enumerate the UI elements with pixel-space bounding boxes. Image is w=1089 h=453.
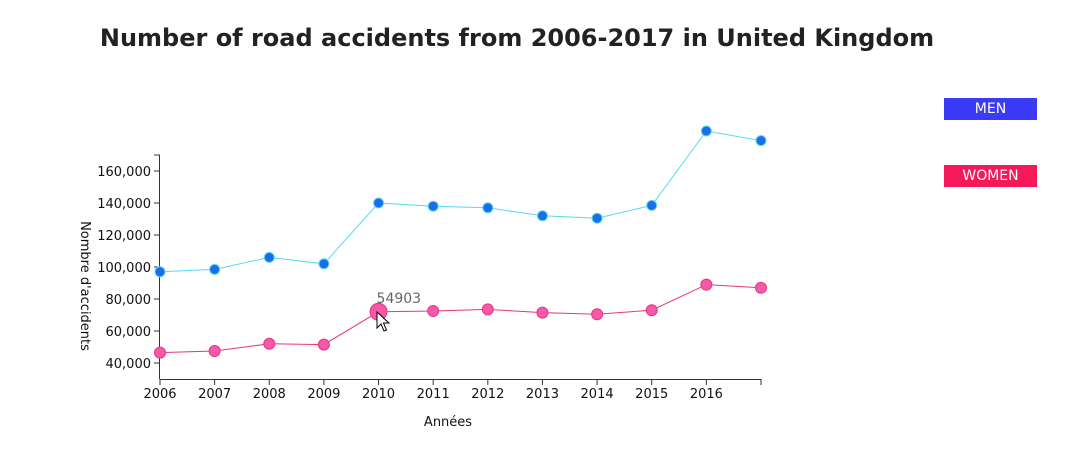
data-point-women (536, 306, 549, 319)
y-tick-label: 80,000 (106, 293, 152, 308)
x-tick-label: 2009 (307, 387, 340, 402)
y-axis-ticks: 40,000 60,000 80,000 100,000 120,000 140,000 1… (97, 154, 160, 372)
data-point-men (536, 210, 548, 222)
x-axis-ticks: 2006 2007 2008 2009 2010 2011 2012 2013 2014 2015… (143, 379, 762, 402)
data-point-women (700, 278, 713, 291)
x-tick-label: 2011 (417, 387, 450, 402)
series-line-women (159, 284, 762, 354)
y-tick-label: 160,000 (97, 165, 151, 180)
data-point-women (591, 308, 604, 321)
data-point-men (209, 263, 221, 275)
data-point-women (481, 303, 494, 316)
mouse-cursor-icon (376, 310, 391, 332)
y-axis-title: Nombre d'accidents (77, 221, 92, 351)
data-point-men (482, 202, 494, 214)
x-tick-label: 2010 (362, 387, 395, 402)
data-point-men (427, 200, 439, 212)
data-point-women (427, 305, 440, 317)
data-point-women (645, 304, 658, 317)
series-line-men (159, 130, 762, 273)
data-point-men (263, 251, 275, 263)
x-tick-label: 2013 (526, 387, 559, 402)
y-tick-label: 100,000 (97, 261, 151, 276)
data-point-men (646, 199, 658, 211)
data-point-men (373, 197, 385, 209)
y-tick-label: 60,000 (106, 325, 152, 340)
x-tick-label: 2015 (635, 387, 668, 402)
data-point-men (154, 266, 166, 278)
y-tick-label: 40,000 (106, 357, 152, 372)
data-point-men (318, 258, 330, 270)
data-point-women (317, 338, 330, 351)
data-point-men (700, 125, 712, 137)
x-tick-label: 2014 (581, 387, 614, 402)
x-tick-label: 2016 (690, 387, 723, 402)
x-tick-label: 2006 (143, 387, 176, 402)
series-layer (154, 125, 767, 359)
x-tick-label: 2012 (471, 387, 504, 402)
men-legend-button[interactable]: MEN (944, 98, 1037, 120)
chart-title: Number of road accidents from 2006-2017 … (99, 24, 935, 52)
hover-value-label: 54903 (377, 291, 422, 307)
annotation-layer: 54903 (369, 291, 422, 321)
data-point-men (755, 135, 767, 147)
data-point-men (591, 212, 603, 224)
x-axis-title: Années (424, 415, 472, 430)
y-tick-label: 120,000 (97, 229, 151, 244)
data-point-women (263, 337, 276, 350)
data-point-women (755, 281, 767, 294)
x-tick-label: 2008 (253, 387, 286, 402)
x-tick-label: 2007 (198, 387, 231, 402)
y-tick-label: 140,000 (97, 197, 151, 212)
women-legend-button[interactable]: WOMEN (944, 165, 1037, 187)
data-point-women (208, 345, 221, 357)
data-point-women (154, 346, 166, 359)
